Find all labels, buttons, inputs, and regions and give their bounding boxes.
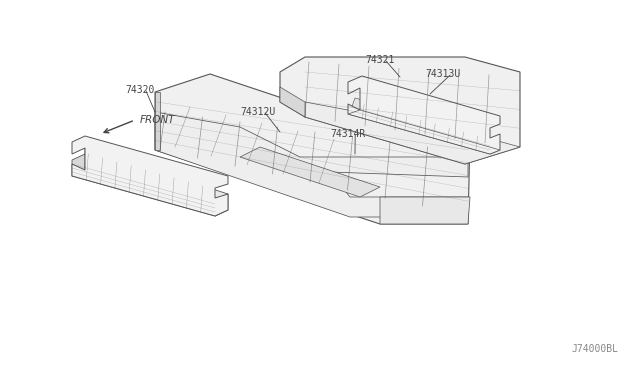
Polygon shape <box>72 170 228 216</box>
Text: 74314R: 74314R <box>330 129 365 139</box>
Text: J74000BL: J74000BL <box>571 344 618 354</box>
Text: 74312U: 74312U <box>240 107 275 117</box>
Polygon shape <box>155 74 470 224</box>
Polygon shape <box>155 92 160 150</box>
Polygon shape <box>350 98 435 134</box>
Polygon shape <box>348 110 500 154</box>
Text: FRONT: FRONT <box>140 115 175 125</box>
Polygon shape <box>85 148 228 200</box>
Text: 74321: 74321 <box>365 55 394 65</box>
Polygon shape <box>348 76 500 154</box>
Polygon shape <box>380 197 470 224</box>
Polygon shape <box>215 194 228 216</box>
Polygon shape <box>155 112 468 217</box>
Polygon shape <box>72 154 85 176</box>
Polygon shape <box>280 57 520 164</box>
Polygon shape <box>240 147 380 197</box>
Polygon shape <box>72 136 228 216</box>
Text: 74320: 74320 <box>125 85 154 95</box>
Polygon shape <box>305 102 520 164</box>
Text: 74313U: 74313U <box>425 69 460 79</box>
Polygon shape <box>280 87 305 117</box>
